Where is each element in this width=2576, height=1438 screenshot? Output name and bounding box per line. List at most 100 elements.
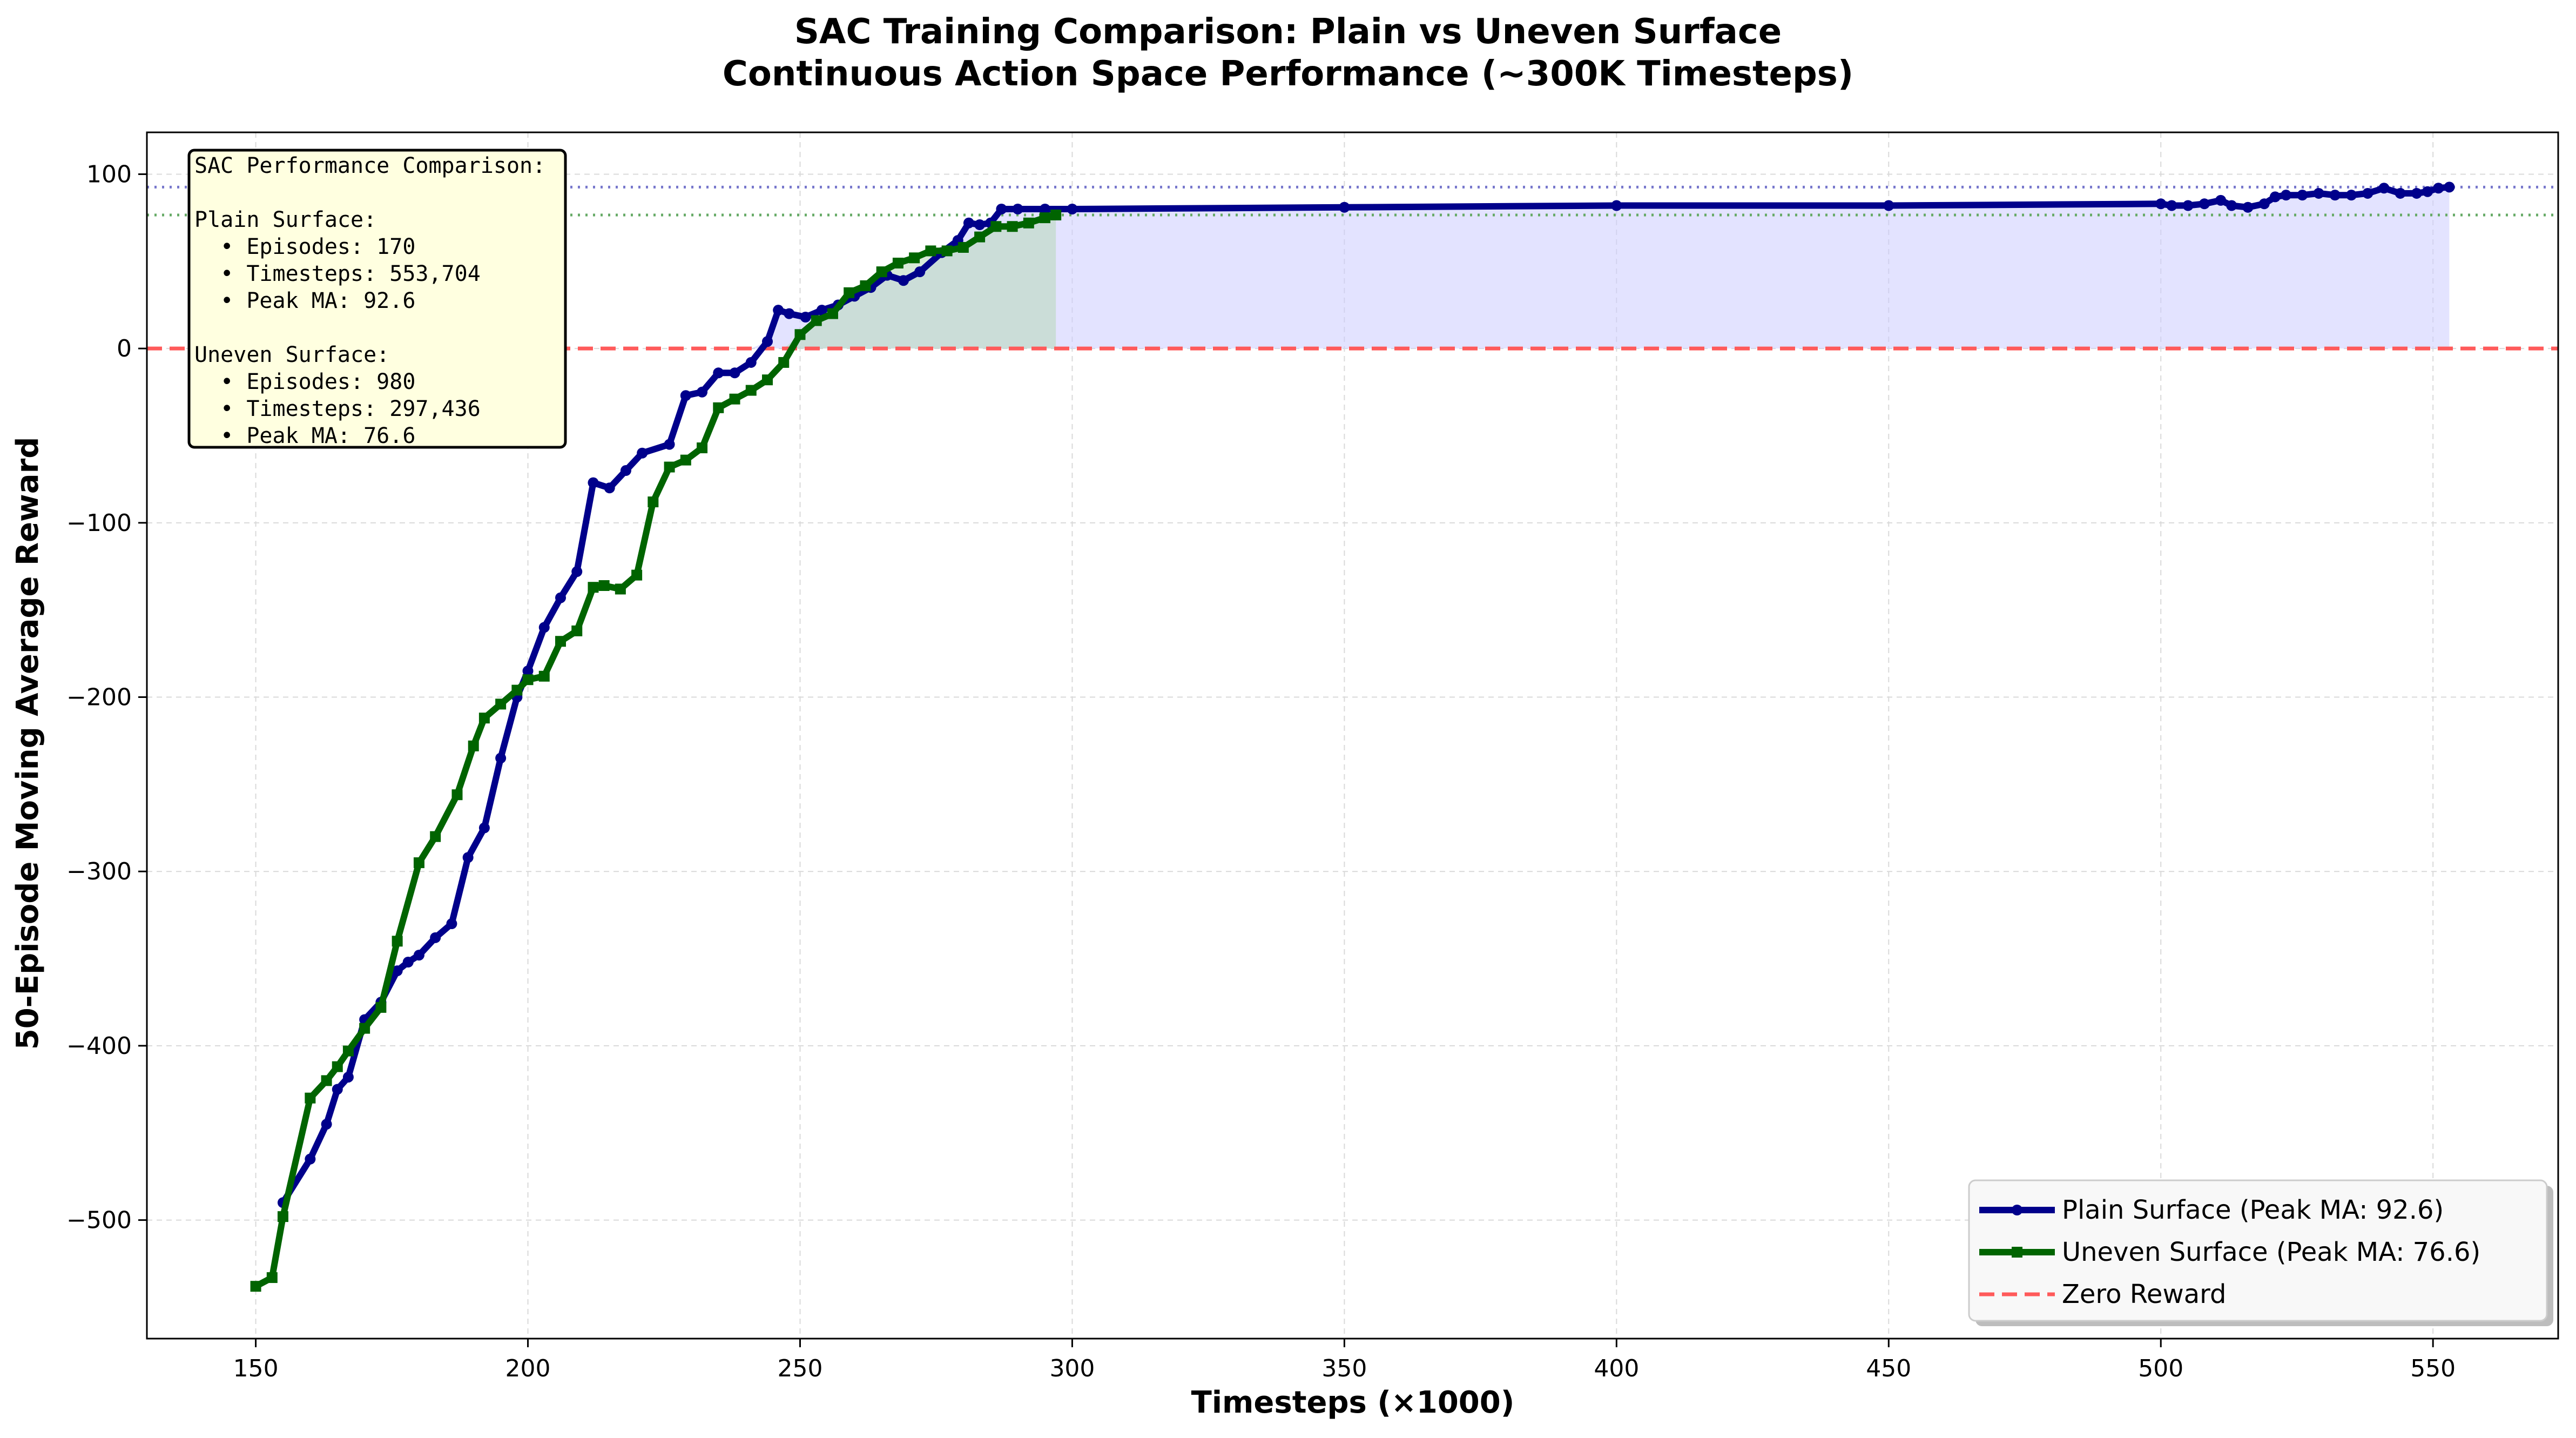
plain-data-point (697, 386, 708, 398)
info-box-plain-peak: • Peak MA: 92.6 (194, 288, 415, 313)
plain-data-point (773, 305, 784, 316)
info-box-uneven-peak: • Peak MA: 76.6 (194, 424, 415, 448)
plain-data-point (321, 1119, 332, 1130)
uneven-data-point (468, 740, 479, 751)
uneven-data-point (909, 252, 920, 264)
y-axis-label: 50-Episode Moving Average Reward (10, 437, 45, 1050)
plain-data-point (784, 308, 795, 319)
plain-data-point (898, 275, 909, 286)
plain-data-point (800, 312, 811, 323)
uneven-data-point (451, 789, 463, 801)
axis-ticks: 150 200 250 300 350 400 450 500 550 −500 −400 −300 −… (66, 160, 2456, 1382)
y-tick-label: 100 (86, 160, 132, 188)
info-box-frame (187, 149, 567, 449)
x-tick-label: 400 (1594, 1355, 1639, 1382)
uneven-data-point (713, 402, 724, 413)
uneven-data-point (478, 713, 490, 724)
plain-data-point (2226, 200, 2237, 211)
fill-layer (255, 187, 2450, 349)
plain-data-point (2258, 198, 2270, 210)
plain-data-point (2395, 187, 2406, 199)
plot-frame (146, 131, 2559, 1340)
plain-data-point (392, 965, 403, 977)
uneven-data-point (359, 1023, 370, 1034)
uneven-data-point (1050, 209, 1062, 220)
plain-data-point (1611, 200, 1622, 211)
uneven-data-point (598, 580, 610, 591)
legend: Plain Surface (Peak MA: 92.6) Uneven Sur… (1968, 1179, 2553, 1326)
uneven-data-point (538, 670, 550, 682)
plain-data-point (1883, 200, 1894, 211)
plain-data-point (571, 566, 583, 577)
uneven-data-point (648, 496, 659, 508)
plain-data-point (2362, 187, 2373, 199)
plain-data-point (2281, 190, 2292, 201)
x-tick-label: 500 (2138, 1355, 2183, 1382)
plain-data-point (588, 477, 599, 488)
y-tick-label: 0 (117, 335, 132, 362)
info-box-uneven-episodes: • Episodes: 980 (194, 369, 415, 394)
plain-data-point (2433, 183, 2444, 194)
uneven-data-point (892, 258, 903, 269)
plain-data-point (729, 367, 740, 379)
plain-data-point (342, 1071, 354, 1083)
uneven-data-point (266, 1272, 278, 1284)
plain-data-point (462, 852, 474, 863)
plain-data-point (2297, 190, 2308, 201)
uneven-data-point (375, 1002, 387, 1013)
plain-data-point (996, 203, 1007, 214)
plain-data-point (1040, 203, 1051, 214)
plain-data-point (478, 822, 490, 834)
x-tick-label: 450 (1866, 1355, 1911, 1382)
uneven-data-point (974, 231, 986, 243)
plain-data-point (2411, 187, 2422, 199)
x-tick-label: 300 (1049, 1355, 1095, 1382)
uneven-data-point (1040, 212, 1051, 224)
plain-data-point (680, 390, 691, 401)
uneven-data-point (277, 1211, 288, 1222)
plain-data-point (2182, 200, 2194, 211)
legend-marker-plain (2012, 1205, 2022, 1215)
plain-data-point (430, 932, 441, 943)
uneven-data-point (413, 857, 424, 869)
plain-data-point (745, 357, 757, 368)
plain-data-point (332, 1084, 343, 1095)
plain-data-point (713, 367, 724, 379)
uneven-data-point (615, 583, 626, 595)
y-tick-label: −200 (66, 684, 132, 711)
plain-data-point (914, 266, 926, 278)
y-tick-label: −500 (66, 1207, 132, 1234)
info-box-plain-episodes: • Episodes: 170 (194, 234, 415, 259)
plain-data-point (963, 217, 974, 229)
uneven-data-point (522, 674, 534, 686)
plain-data-point (2313, 187, 2324, 199)
uneven-data-point (342, 1045, 354, 1057)
plain-data-point (2378, 183, 2390, 194)
uneven-data-point (680, 454, 691, 466)
plain-data-point (762, 336, 773, 347)
uneven-data-point (794, 329, 806, 340)
legend-marker-uneven (2012, 1247, 2022, 1258)
plain-data-point (305, 1153, 316, 1165)
x-tick-label: 350 (1321, 1355, 1367, 1382)
x-tick-label: 150 (233, 1355, 279, 1382)
uneven-data-point (827, 308, 838, 319)
plain-data-point (816, 305, 827, 316)
legend-frame (1968, 1179, 2548, 1322)
legend-label-uneven: Uneven Surface (Peak MA: 76.6) (2062, 1237, 2480, 1267)
chart-title: SAC Training Comparison: Plain vs Uneven… (794, 12, 1782, 52)
uneven-data-point (332, 1061, 343, 1072)
plain-data-point (538, 622, 550, 633)
x-tick-label: 550 (2410, 1355, 2456, 1382)
uneven-data-point (925, 245, 936, 257)
uneven-data-point (305, 1092, 316, 1104)
uneven-data-point (250, 1281, 261, 1292)
uneven-data-point (321, 1075, 332, 1086)
y-tick-label: −100 (66, 509, 132, 537)
plain-data-point (2444, 182, 2455, 193)
info-box: SAC Performance Comparison: Plain Surfac… (187, 149, 567, 449)
y-tick-label: −400 (66, 1032, 132, 1060)
plain-data-point (522, 666, 534, 677)
legend-label-plain: Plain Surface (Peak MA: 92.6) (2062, 1195, 2444, 1225)
